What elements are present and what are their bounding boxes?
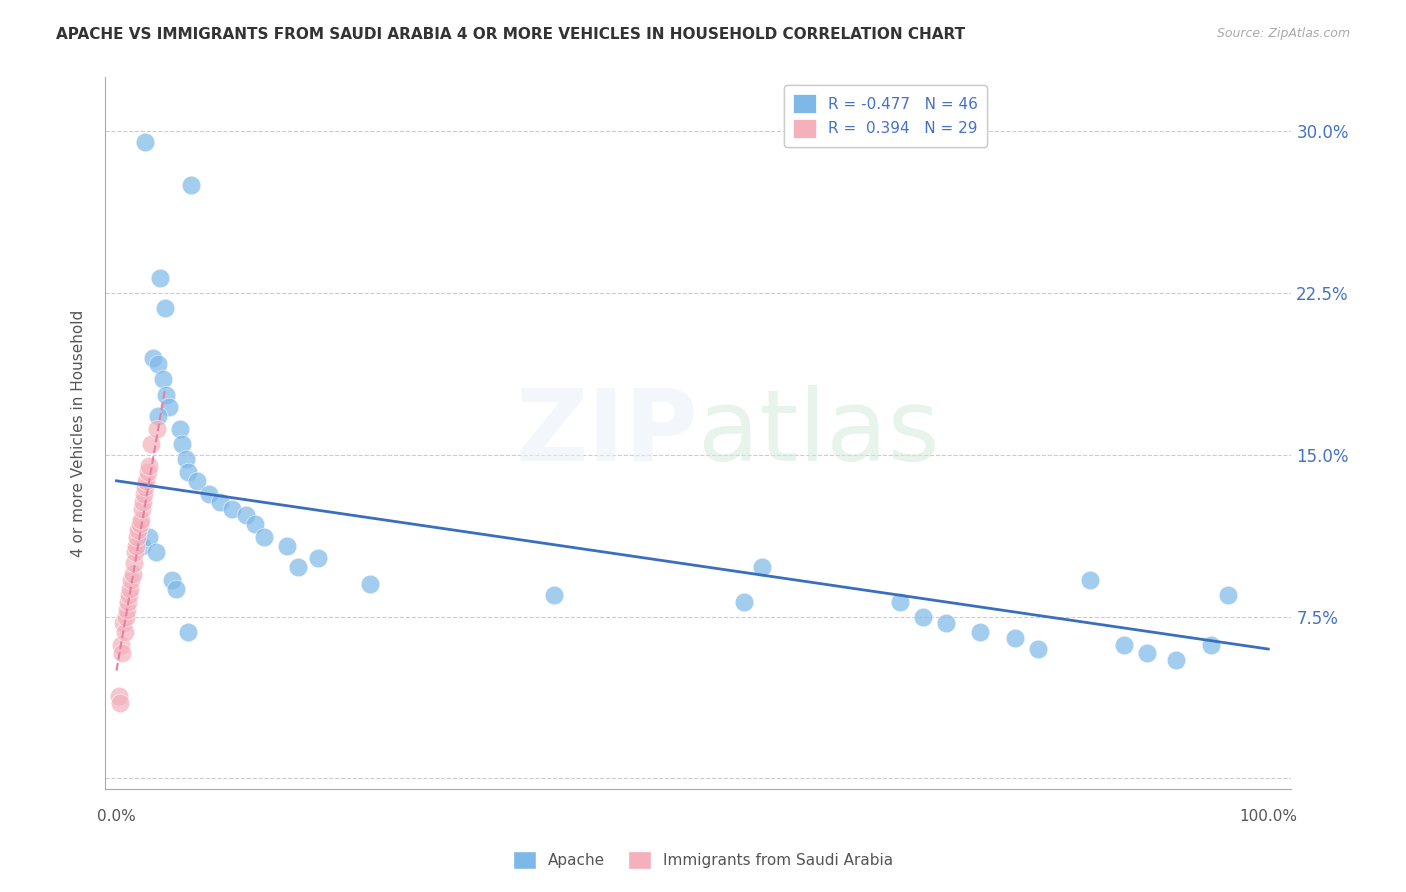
Point <box>110 638 132 652</box>
Point <box>136 465 159 479</box>
Point <box>287 560 309 574</box>
Point <box>172 437 194 451</box>
Text: 0.0%: 0.0% <box>97 809 136 824</box>
Point <box>359 577 381 591</box>
Point <box>142 351 165 365</box>
Point <box>114 609 136 624</box>
Point <box>1026 642 1049 657</box>
Point <box>135 474 157 488</box>
Point <box>751 560 773 574</box>
Text: APACHE VS IMMIGRANTS FROM SAUDI ARABIA 4 OR MORE VEHICLES IN HOUSEHOLD CORRELATI: APACHE VS IMMIGRANTS FROM SAUDI ARABIA 4… <box>56 27 966 42</box>
Point <box>139 437 162 451</box>
Point <box>276 539 298 553</box>
Point <box>180 178 202 193</box>
Point <box>243 516 266 531</box>
Text: ZIP: ZIP <box>515 384 699 482</box>
Text: Source: ZipAtlas.com: Source: ZipAtlas.com <box>1216 27 1350 40</box>
Text: 100.0%: 100.0% <box>1239 809 1298 824</box>
Point <box>118 588 141 602</box>
Point <box>129 513 152 527</box>
Point <box>134 480 156 494</box>
Point <box>1004 632 1026 646</box>
Point <box>138 530 160 544</box>
Point <box>911 609 934 624</box>
Point <box>108 690 131 704</box>
Point <box>125 539 148 553</box>
Legend: Apache, Immigrants from Saudi Arabia: Apache, Immigrants from Saudi Arabia <box>506 845 900 875</box>
Y-axis label: 4 or more Vehicles in Household: 4 or more Vehicles in Household <box>72 310 86 557</box>
Point <box>169 422 191 436</box>
Point <box>120 582 142 596</box>
Point <box>149 271 172 285</box>
Point <box>177 465 200 479</box>
Point <box>209 495 232 509</box>
Point <box>145 545 167 559</box>
Point <box>165 582 187 596</box>
Point <box>131 501 153 516</box>
Point <box>146 409 169 423</box>
Point <box>253 530 276 544</box>
Point <box>155 387 177 401</box>
Point <box>114 624 136 639</box>
Point <box>121 566 143 581</box>
Legend: R = -0.477   N = 46, R =  0.394   N = 29: R = -0.477 N = 46, R = 0.394 N = 29 <box>783 85 987 147</box>
Point <box>134 487 156 501</box>
Point <box>124 545 146 559</box>
Point <box>307 551 329 566</box>
Point <box>128 516 150 531</box>
Point <box>733 594 755 608</box>
Point <box>197 487 219 501</box>
Point <box>146 422 169 436</box>
Point <box>174 452 197 467</box>
Point <box>1166 653 1188 667</box>
Point <box>889 594 911 608</box>
Point <box>127 524 149 538</box>
Point <box>111 646 134 660</box>
Point <box>122 556 145 570</box>
Point <box>131 539 153 553</box>
Point <box>146 357 169 371</box>
Point <box>153 301 176 316</box>
Point <box>112 616 135 631</box>
Point <box>1136 646 1159 660</box>
Point <box>543 588 565 602</box>
Point <box>152 372 174 386</box>
Text: atlas: atlas <box>699 384 939 482</box>
Point <box>235 508 257 523</box>
Point <box>132 495 155 509</box>
Point <box>138 458 160 473</box>
Point <box>159 401 181 415</box>
Point <box>1199 638 1222 652</box>
Point <box>1114 638 1136 652</box>
Point <box>935 616 957 631</box>
Point <box>221 501 243 516</box>
Point <box>160 573 183 587</box>
Point <box>127 530 149 544</box>
Point <box>1078 573 1101 587</box>
Point <box>108 696 131 710</box>
Point <box>121 573 143 587</box>
Point <box>1216 588 1239 602</box>
Point <box>134 135 156 149</box>
Point <box>969 624 991 639</box>
Point <box>115 603 138 617</box>
Point <box>186 474 208 488</box>
Point <box>177 624 200 639</box>
Point <box>117 594 139 608</box>
